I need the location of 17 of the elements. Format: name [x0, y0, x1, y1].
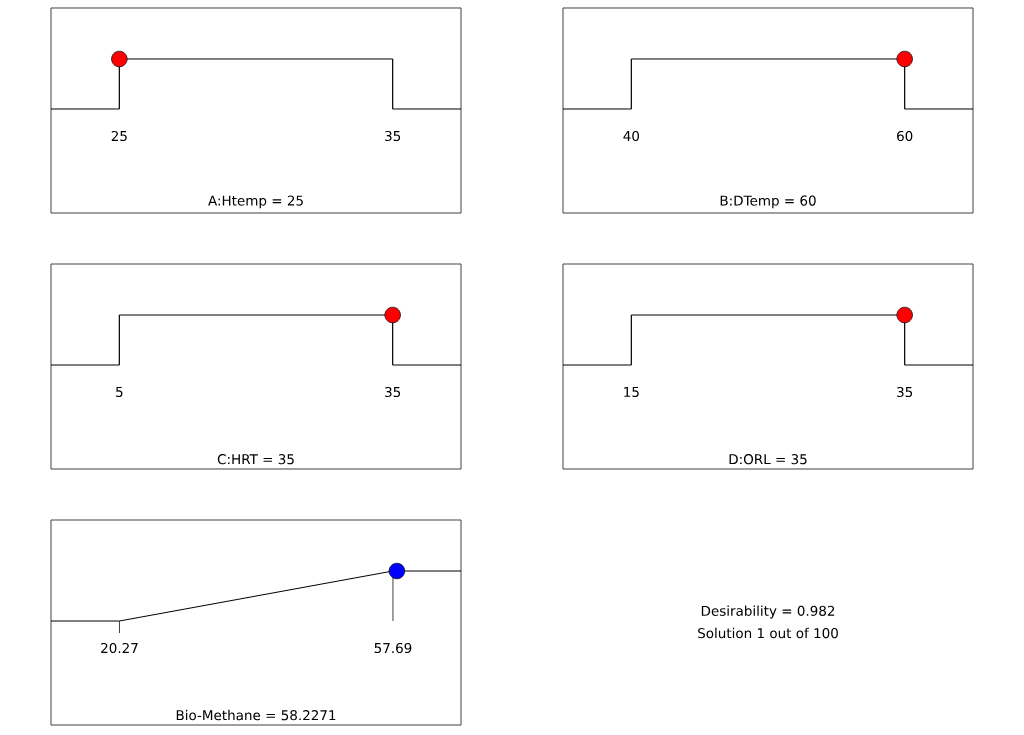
- x-axis-title: D:ORL = 35: [729, 454, 807, 465]
- text: Solution 1 out of 100: [698, 627, 838, 639]
- x-tick-label: 60: [897, 130, 913, 142]
- x-axis-title: A:Htemp = 25: [208, 195, 303, 209]
- x-tick-label: 5: [116, 386, 123, 398]
- x-tick-label: 57.69: [374, 642, 412, 654]
- x-tick-label: 20.27: [101, 642, 138, 654]
- text: Desirability = 0.982: [701, 605, 835, 619]
- x-tick-label: 35: [385, 386, 401, 398]
- x-tick-label: 25: [111, 130, 127, 142]
- x-axis-title: B:DTemp = 60: [720, 195, 816, 209]
- x-axis-title: Bio-Methane = 58.2271: [176, 709, 336, 721]
- x-tick-label: 40: [623, 130, 640, 142]
- x-axis-title: C:HRT = 35: [217, 454, 294, 465]
- x-tick-label: 15: [624, 386, 639, 398]
- x-tick-label: 35: [385, 130, 401, 142]
- x-tick-label: 35: [897, 386, 913, 398]
